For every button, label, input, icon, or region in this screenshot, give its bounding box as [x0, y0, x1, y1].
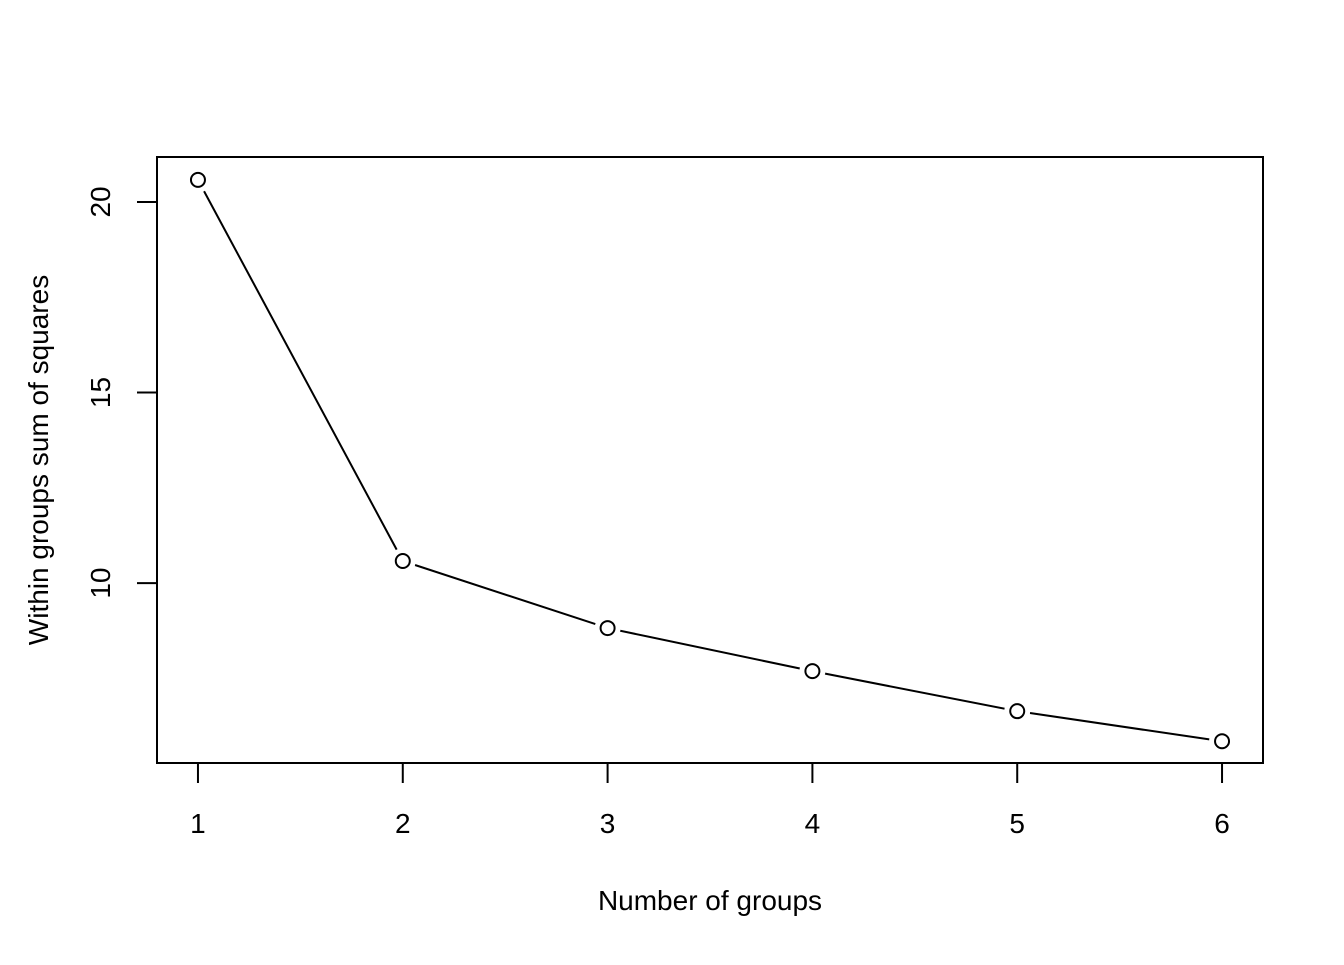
point	[394, 553, 411, 569]
x-tick-label: 5	[1009, 808, 1025, 839]
x-tick-label: 6	[1214, 808, 1230, 839]
x-axis-title: Number of groups	[598, 885, 822, 916]
plot-box	[156, 156, 1264, 764]
point	[804, 663, 821, 680]
point	[1214, 733, 1231, 750]
line	[197, 179, 1223, 743]
point	[189, 171, 206, 188]
point	[1009, 703, 1026, 720]
x-tick-label: 3	[600, 808, 616, 839]
x-tick-label: 1	[190, 808, 206, 839]
x-tick-label: 2	[395, 808, 411, 839]
y-tick-label: 15	[85, 377, 116, 408]
y-axis-title: Within groups sum of squares	[23, 275, 54, 645]
point	[599, 620, 616, 637]
y-tick-label: 10	[85, 568, 116, 599]
y-tick-label: 20	[85, 186, 116, 217]
x-tick-label: 4	[805, 808, 821, 839]
